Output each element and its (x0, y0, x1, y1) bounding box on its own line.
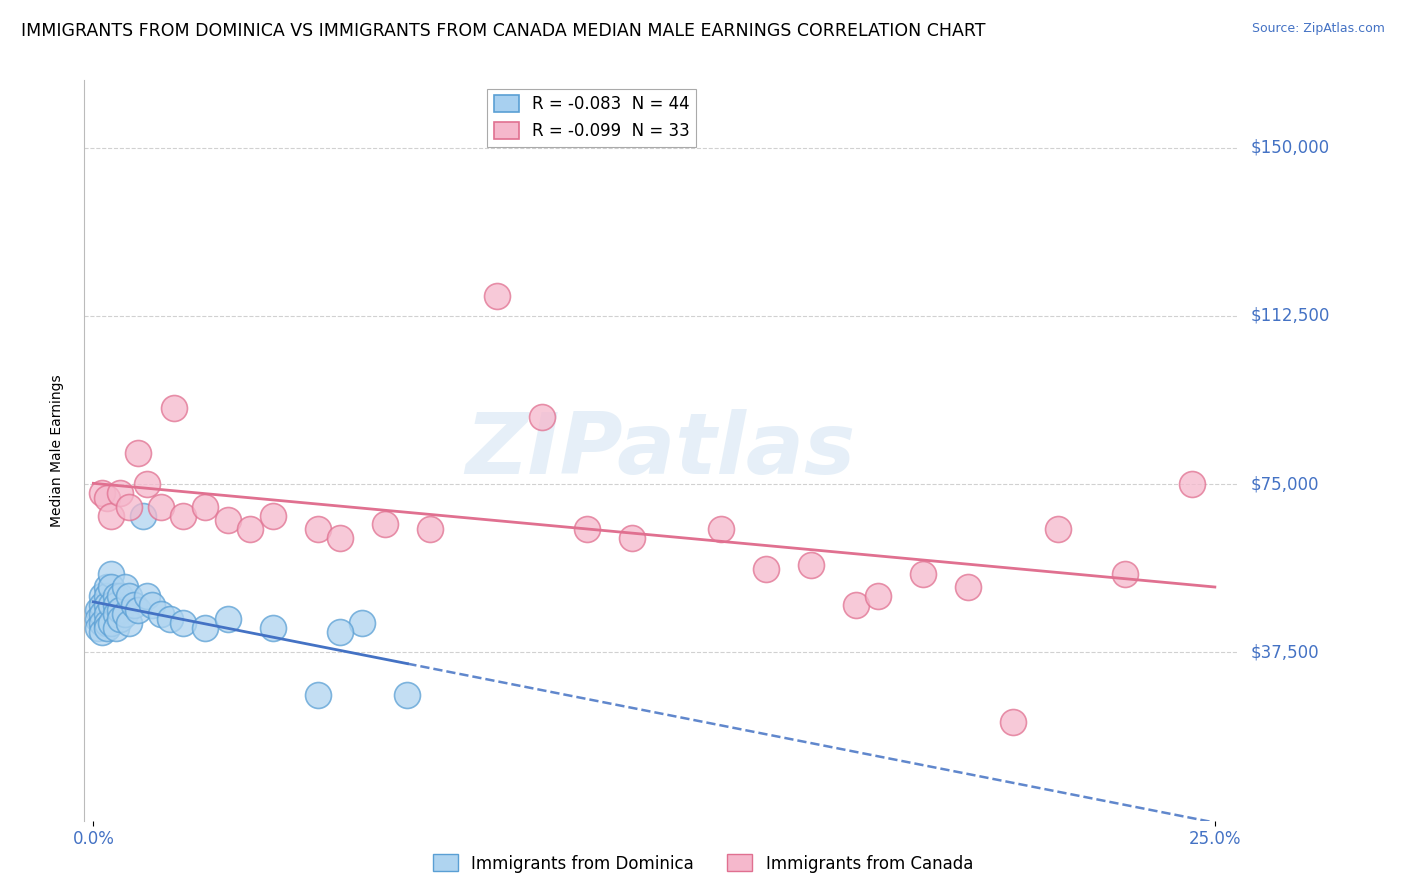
Point (374, 517, 396, 532)
Point (239, 522, 262, 536)
Point (91, 599, 114, 613)
Point (100, 599, 122, 613)
Point (194, 621, 217, 635)
Point (96, 580, 118, 594)
Point (868, 589, 890, 603)
Point (104, 607, 127, 622)
Point (87, 612, 110, 626)
Point (1181, 477, 1204, 491)
Point (800, 558, 823, 572)
Point (530, 409, 553, 424)
Point (87, 603, 110, 617)
Point (91, 589, 114, 603)
Point (100, 508, 122, 523)
Legend: Immigrants from Dominica, Immigrants from Canada: Immigrants from Dominica, Immigrants fro… (426, 847, 980, 880)
Point (149, 500, 172, 514)
Point (104, 621, 127, 635)
Point (114, 580, 136, 594)
Point (172, 508, 194, 523)
Point (396, 688, 419, 702)
Point (100, 616, 122, 631)
Point (172, 616, 194, 631)
Point (329, 625, 352, 640)
Point (127, 446, 149, 460)
Point (149, 607, 172, 622)
Point (96, 621, 118, 635)
Point (1001, 714, 1024, 729)
Point (912, 566, 935, 581)
Point (100, 580, 122, 594)
Text: IMMIGRANTS FROM DOMINICA VS IMMIGRANTS FROM CANADA MEDIAN MALE EARNINGS CORRELAT: IMMIGRANTS FROM DOMINICA VS IMMIGRANTS F… (21, 22, 986, 40)
Point (131, 508, 153, 523)
Point (118, 589, 141, 603)
Text: $75,000: $75,000 (1251, 475, 1319, 493)
Point (104, 599, 127, 613)
Point (845, 599, 868, 613)
Point (1046, 522, 1069, 536)
Point (957, 580, 980, 594)
Point (114, 607, 136, 622)
Legend: R = -0.083  N = 44, R = -0.099  N = 33: R = -0.083 N = 44, R = -0.099 N = 33 (486, 88, 696, 146)
Point (710, 522, 733, 536)
Point (163, 401, 186, 415)
Point (110, 612, 132, 626)
Point (141, 599, 163, 613)
Point (307, 522, 329, 536)
Point (96, 599, 118, 613)
Point (575, 522, 598, 536)
Point (352, 616, 374, 631)
Point (262, 508, 284, 523)
Point (127, 603, 149, 617)
Point (91, 616, 114, 631)
Point (419, 522, 441, 536)
Point (755, 562, 778, 576)
Point (87, 621, 110, 635)
Point (96, 616, 118, 631)
Text: $150,000: $150,000 (1251, 138, 1330, 157)
Point (217, 612, 239, 626)
Point (136, 477, 159, 491)
Point (110, 603, 132, 617)
Point (91, 486, 114, 500)
Point (96, 491, 118, 505)
Point (620, 531, 643, 545)
Point (329, 531, 352, 545)
Text: $112,500: $112,500 (1251, 307, 1330, 325)
Point (1114, 566, 1136, 581)
Point (118, 500, 141, 514)
Point (136, 589, 159, 603)
Point (96, 589, 118, 603)
Point (194, 500, 217, 514)
Point (262, 621, 284, 635)
Point (110, 589, 132, 603)
Point (104, 589, 127, 603)
Point (110, 486, 132, 500)
Point (122, 599, 145, 613)
Point (118, 616, 141, 631)
Point (100, 566, 122, 581)
Point (91, 607, 114, 622)
Text: ZIPatlas: ZIPatlas (465, 409, 856, 492)
Point (307, 688, 329, 702)
Point (96, 607, 118, 622)
Point (159, 612, 181, 626)
Y-axis label: Median Male Earnings: Median Male Earnings (49, 374, 63, 527)
Point (91, 625, 114, 640)
Point (486, 288, 509, 302)
Point (217, 513, 239, 527)
Text: $37,500: $37,500 (1251, 643, 1319, 661)
Text: Source: ZipAtlas.com: Source: ZipAtlas.com (1251, 22, 1385, 36)
